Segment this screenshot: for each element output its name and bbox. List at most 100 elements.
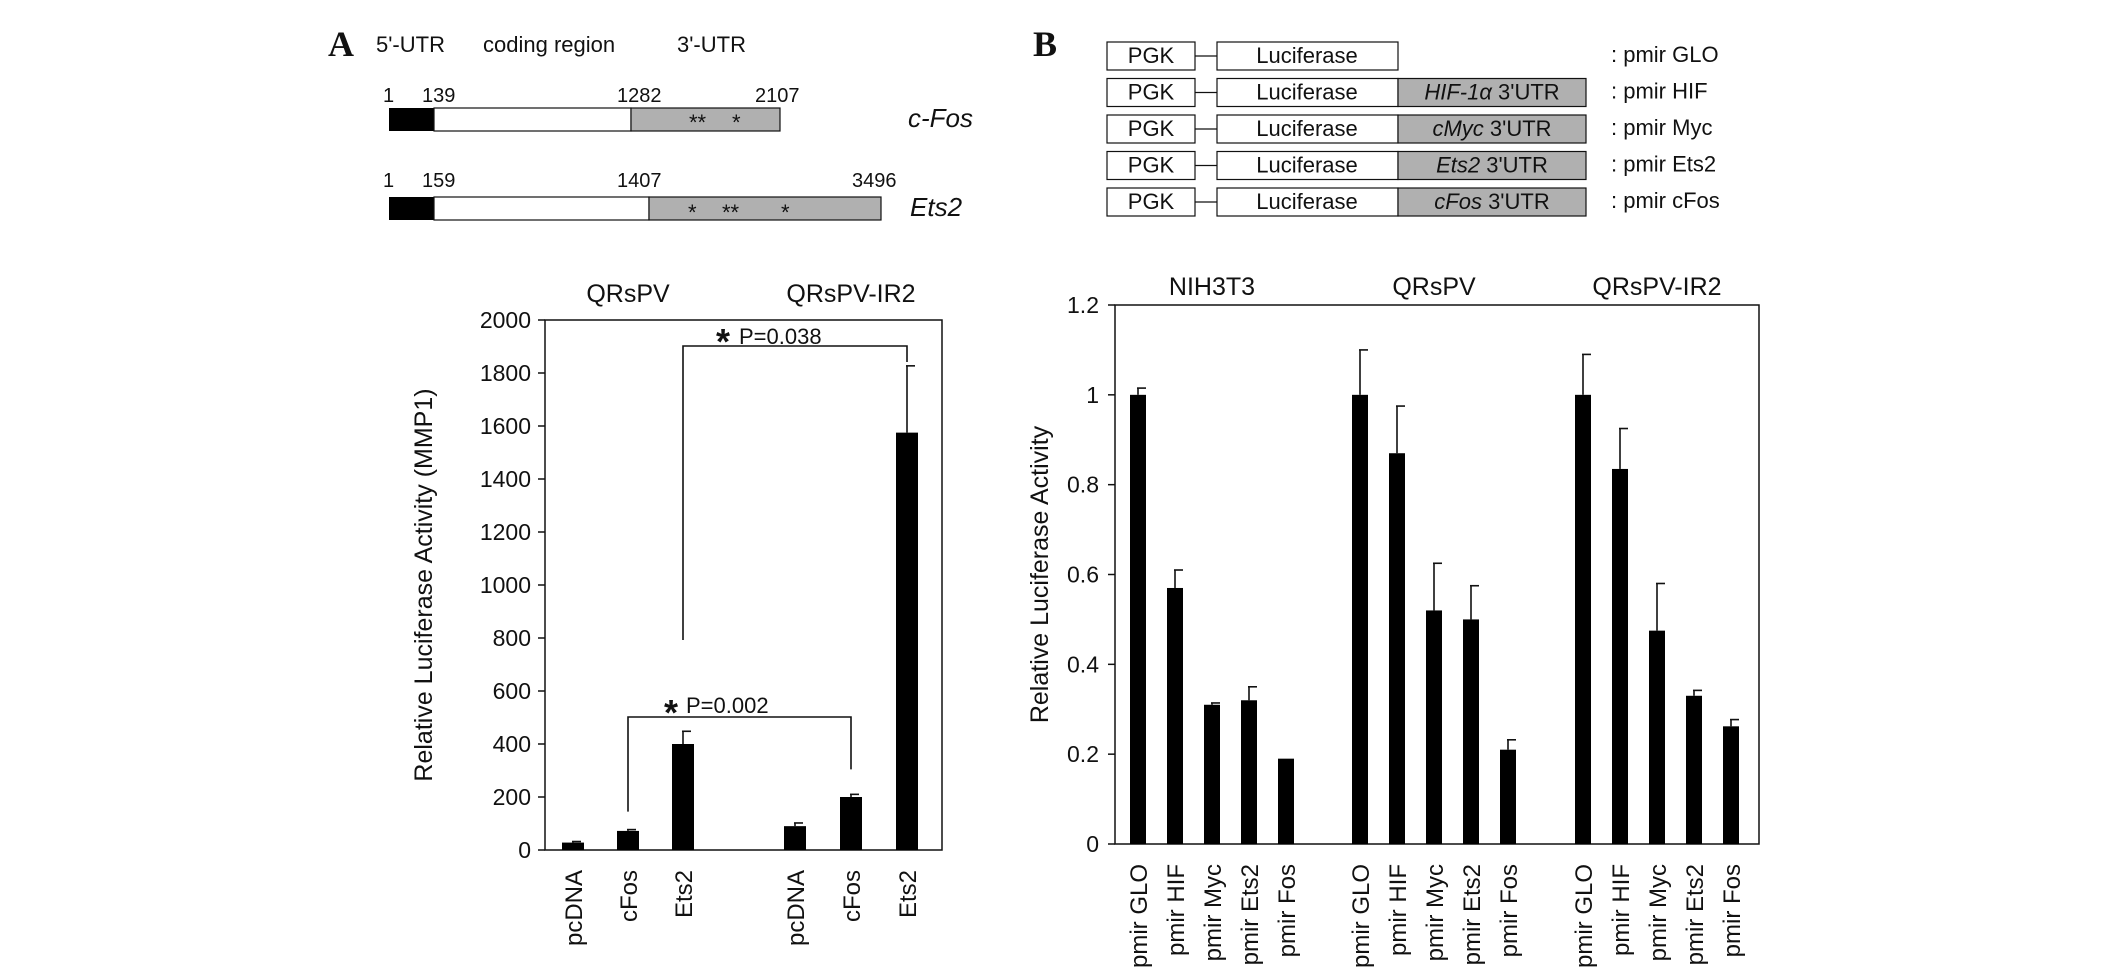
chart-b-bar — [1130, 394, 1146, 844]
construct-promoter-label: PGK — [1128, 153, 1175, 178]
construct-promoter-box — [1106, 41, 1196, 71]
cfos-pos-139: 139 — [422, 85, 455, 107]
chart-b-bar — [1241, 700, 1257, 844]
construct-utr-box — [1397, 77, 1587, 108]
chart-a-ytick-label: 200 — [493, 784, 531, 810]
chart-a-xtick-label: Ets2 — [671, 870, 698, 918]
cfos-pos-1: 1 — [383, 85, 394, 107]
chart-b-bar — [1575, 394, 1591, 844]
chart-b-ylabel: Relative Luciferase Activity — [1026, 425, 1054, 723]
construct-utr-label: HIF-1α 3'UTR — [1424, 80, 1559, 105]
construct-reporter-box — [1216, 77, 1399, 108]
chart-a-sig-bracket — [682, 345, 908, 640]
chart-b-group-label: QRsPV — [1392, 273, 1476, 301]
cfos-pos-2107: 2107 — [755, 85, 800, 107]
chart-a: 0 200 400 600 800 1000 1200 1400 1600 1800 2000 Rel… — [410, 280, 943, 946]
chart-b-bar — [1612, 468, 1628, 844]
chart-b-bar — [1500, 749, 1516, 844]
cfos-pos-1282: 1282 — [617, 85, 662, 107]
chart-a-bar — [617, 830, 639, 850]
chart-b-group-label: QRsPV-IR2 — [1592, 273, 1721, 301]
chart-b-xtick-label: pmir HIF — [1163, 864, 1190, 956]
construct-reporter-box — [1216, 41, 1399, 71]
chart-a-xtick-label: pcDNA — [783, 870, 810, 946]
chart-b-xtick-label: pmir Myc — [1645, 864, 1672, 961]
cfos-coding-block — [433, 107, 632, 132]
chart-b-ytick-label: 0.6 — [1067, 562, 1099, 588]
construct-promoter-box — [1106, 77, 1196, 108]
chart-a-ytick-label: 400 — [493, 731, 531, 757]
chart-a-bar — [672, 744, 694, 850]
chart-b-ytick-label: 0.2 — [1067, 741, 1099, 767]
chart-b-ytick-label: 1.2 — [1067, 292, 1099, 318]
ets2-pos-1407: 1407 — [617, 170, 662, 192]
chart-a-sig-star: * — [716, 321, 730, 362]
ets2-coding-block — [433, 196, 650, 221]
chart-b-xtick-label: pmir HIF — [1385, 864, 1412, 956]
chart-b-xtick-label: pmir HIF — [1608, 864, 1635, 956]
cfos-gene-label: c-Fos — [908, 103, 973, 133]
utr5-label: 5'-UTR — [376, 32, 445, 57]
chart-a-sig-label: P=0.038 — [739, 324, 822, 349]
construct-utr-box — [1397, 187, 1587, 217]
chart-a-xtick-label: cFos — [616, 870, 643, 922]
chart-b-xtick-label: pmir GLO — [1571, 864, 1598, 968]
chart-b-bar — [1389, 453, 1405, 844]
construct-name: : pmir GLO — [1611, 42, 1719, 67]
ets2-stars-1: * — [688, 200, 697, 225]
chart-b-ytick-label: 0.8 — [1067, 472, 1099, 498]
construct-promoter-box — [1106, 187, 1196, 217]
construct-name: : pmir cFos — [1611, 188, 1720, 213]
chart-a-group-label: QRsPV — [586, 280, 670, 308]
construct-name: : pmir Myc — [1611, 115, 1712, 140]
construct-promoter-label: PGK — [1128, 80, 1175, 105]
construct-utr-box — [1397, 114, 1587, 144]
construct-diagram: PGK Luciferase : pmir GLO PGK Luciferase HIF-… — [1106, 41, 1720, 217]
cfos-3utr-block — [630, 107, 781, 132]
chart-b-xtick-label: pmir Fos — [1496, 864, 1523, 957]
construct-reporter-label: Luciferase — [1256, 116, 1358, 141]
construct-utr-box — [1397, 150, 1587, 181]
chart-a-ytick-label: 1400 — [480, 466, 531, 492]
chart-a-group-label: QRsPV-IR2 — [786, 280, 915, 308]
panel-b-letter: B — [1033, 24, 1057, 64]
coding-region-label: coding region — [483, 32, 615, 57]
chart-a-xtick-label: pcDNA — [561, 870, 588, 946]
chart-b-xtick-label: pmir GLO — [1348, 864, 1375, 968]
construct-name: : pmir Ets2 — [1611, 152, 1716, 177]
chart-a-ytick-label: 0 — [518, 837, 531, 863]
construct-promoter-box — [1106, 114, 1196, 144]
chart-b-bar — [1426, 610, 1442, 844]
construct-utr-label: Ets2 3'UTR — [1436, 153, 1548, 178]
construct-promoter-label: PGK — [1128, 43, 1175, 68]
construct-reporter-label: Luciferase — [1256, 189, 1358, 214]
chart-b-bar — [1278, 758, 1294, 844]
chart-a-ytick-label: 600 — [493, 678, 531, 704]
chart-b-bar — [1352, 394, 1368, 844]
chart-a-ytick-label: 1000 — [480, 572, 531, 598]
ets2-stars-3: * — [781, 200, 790, 225]
cfos-5utr-block — [389, 108, 434, 131]
cfos-stars-1: ** — [689, 110, 707, 135]
chart-a-sig-star: * — [664, 692, 678, 733]
chart-b-ytick-label: 0.4 — [1067, 651, 1099, 677]
chart-b-bar — [1686, 695, 1702, 844]
chart-b-bar — [1204, 704, 1220, 844]
chart-b-ytick-label: 1 — [1086, 382, 1099, 408]
ets2-5utr-block — [389, 197, 434, 220]
ets2-3utr-block — [648, 196, 882, 221]
chart-b-bar — [1649, 630, 1665, 844]
construct-reporter-box — [1216, 187, 1399, 217]
chart-b-bar — [1167, 587, 1183, 844]
ets2-pos-1: 1 — [383, 170, 394, 192]
construct-promoter-label: PGK — [1128, 189, 1175, 214]
ets2-stars-2: ** — [722, 200, 740, 225]
chart-b: 0 0.2 0.4 0.6 0.8 1 1.2 Relative Luciferase Act… — [1026, 273, 1760, 968]
cfos-stars-2: * — [732, 110, 741, 135]
chart-a-sig-label: P=0.002 — [686, 693, 769, 718]
construct-promoter-box — [1106, 150, 1196, 181]
chart-a-ytick-label: 800 — [493, 625, 531, 651]
chart-b-xtick-label: pmir Myc — [1200, 864, 1227, 961]
panel-a-letter: A — [328, 24, 354, 64]
